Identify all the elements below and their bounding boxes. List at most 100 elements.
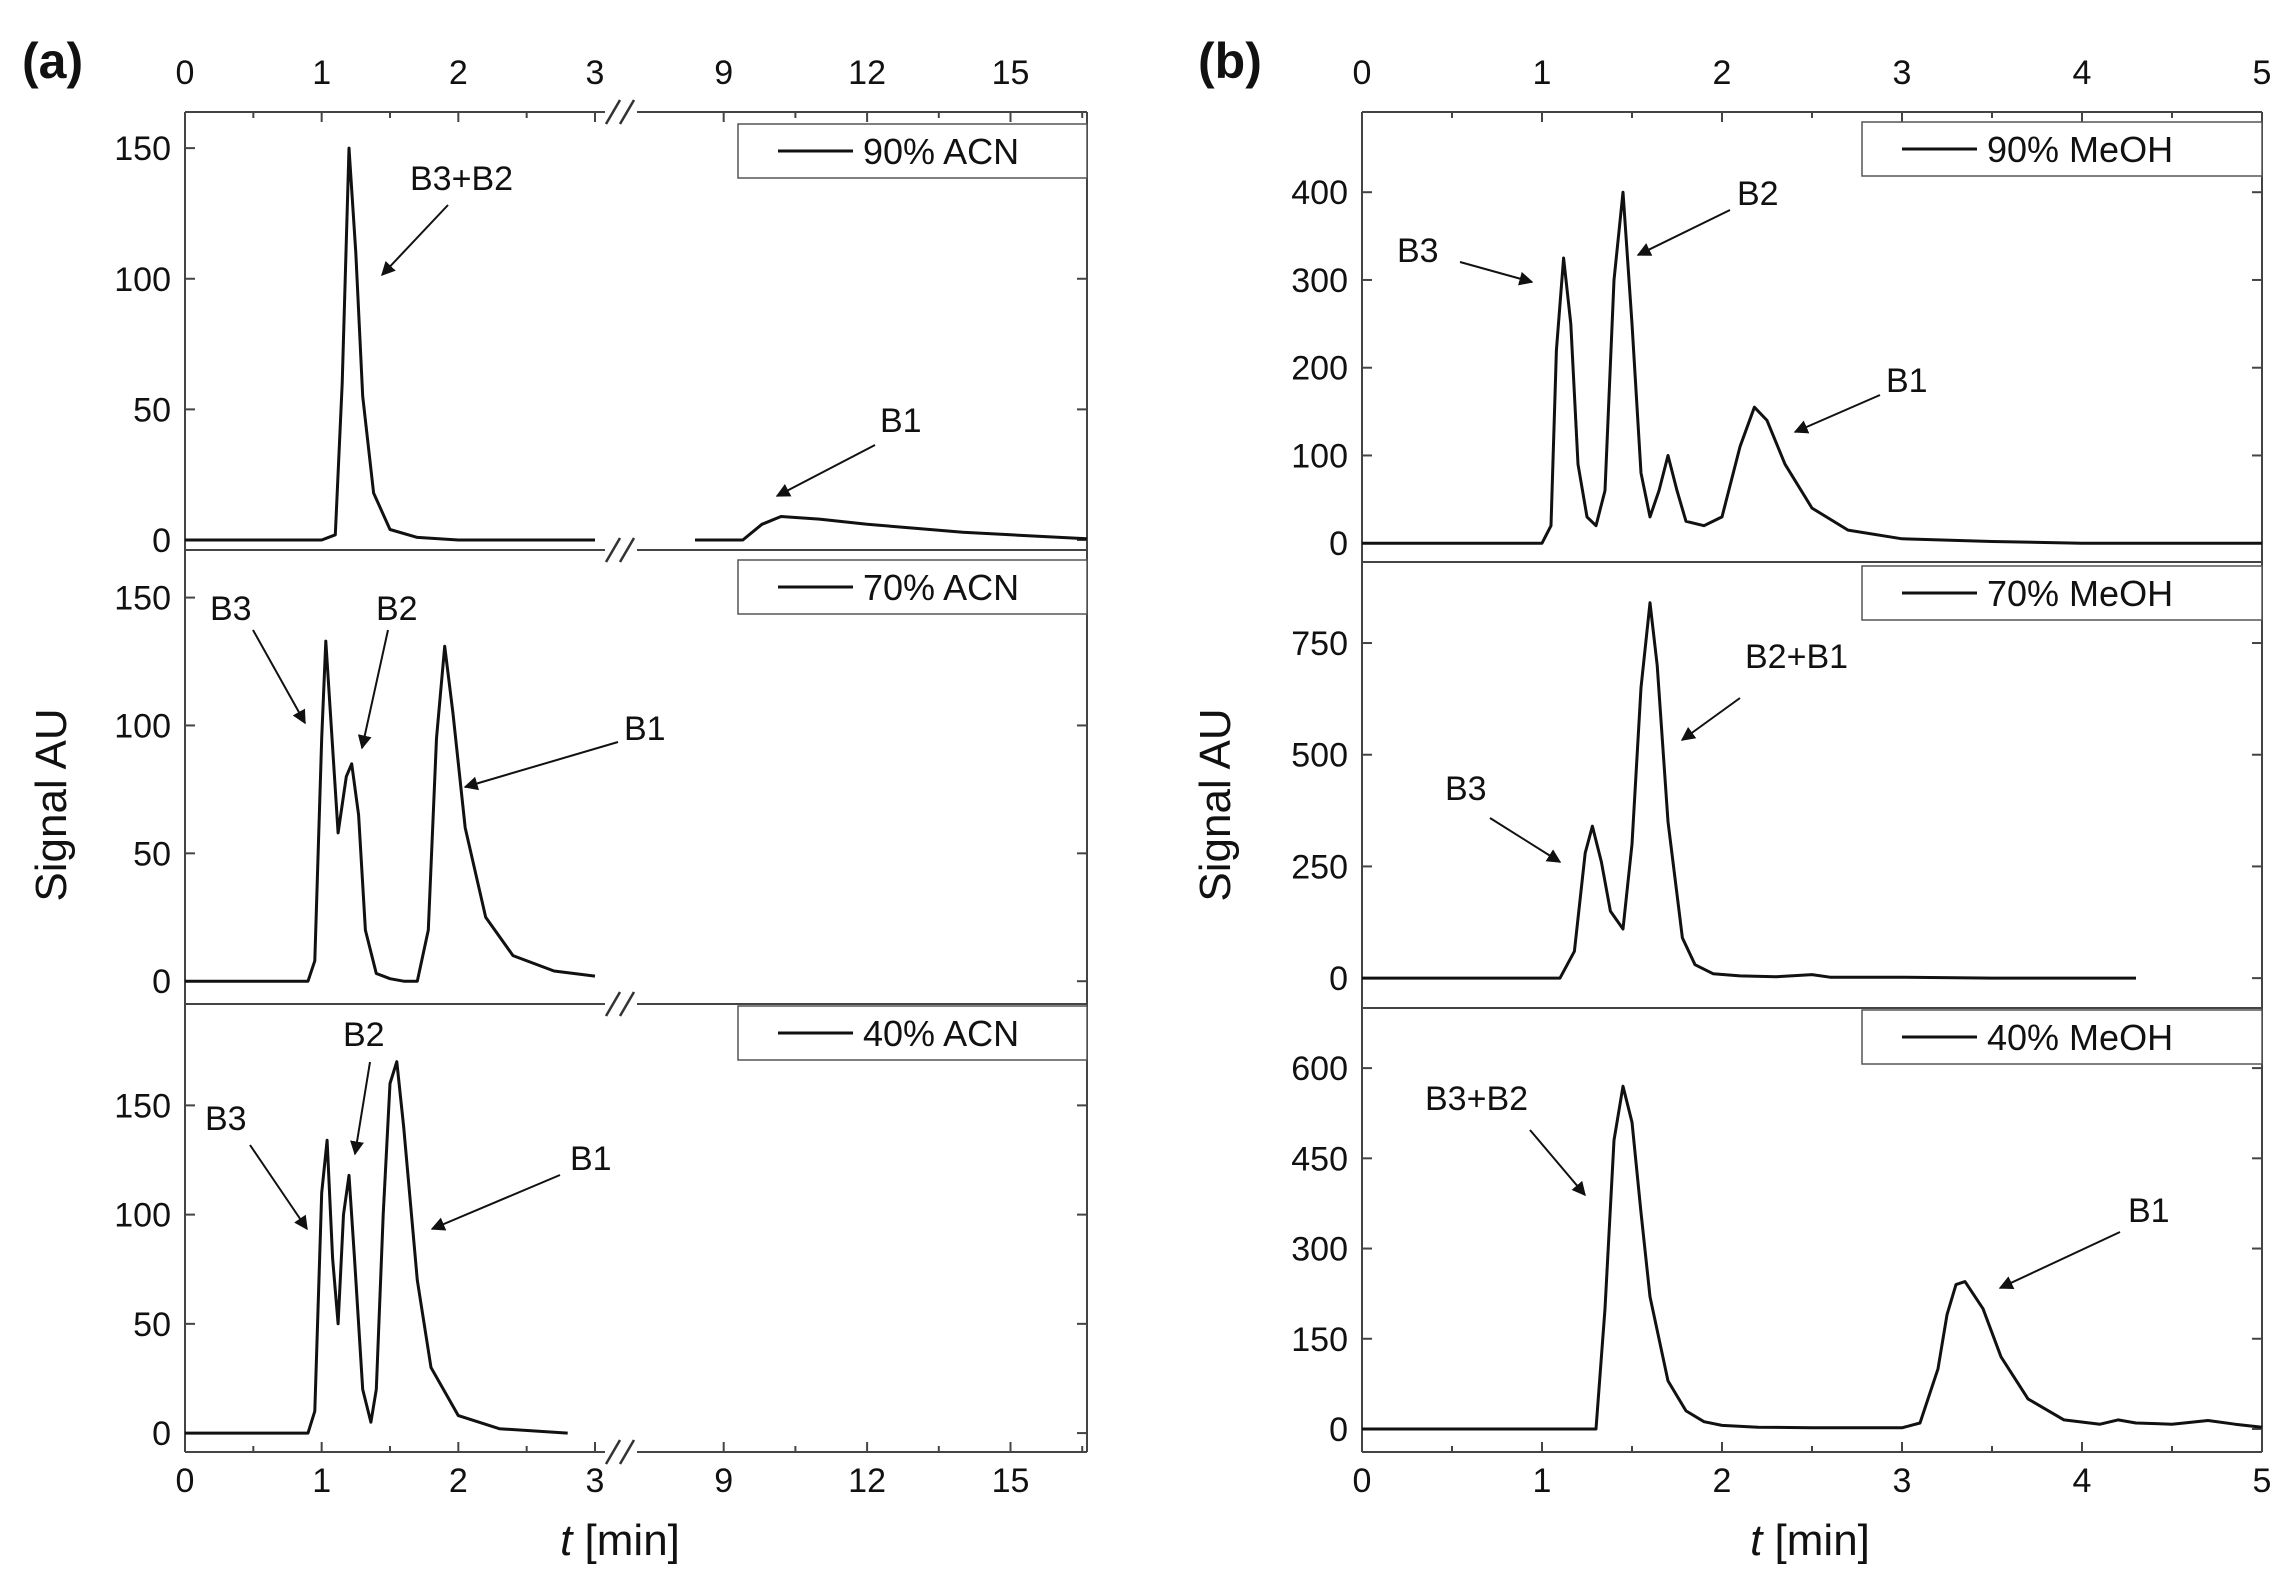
- undefined-arrow: [1636, 209, 1731, 256]
- panel-a-xtick-label-bottom: 9: [714, 1462, 733, 1500]
- panel-a-ytick-label: 50: [133, 835, 171, 873]
- panel-b-series-line: [1362, 190, 2262, 545]
- panel-a-ytick-label: 100: [114, 261, 171, 299]
- panel-b-ytick-label: 300: [1291, 1231, 1348, 1269]
- panel-b-xtick-label-top: 3: [1893, 54, 1912, 92]
- axis-break-slash: [604, 537, 622, 563]
- panel-a-xtick-label-top: 2: [449, 54, 468, 92]
- undefined-text: B2+B1: [1745, 638, 1848, 676]
- panel-a-ytick-label: 50: [133, 391, 171, 429]
- axis-break-slash: [618, 1439, 636, 1465]
- panel-b-ytick-label: 0: [1329, 960, 1348, 998]
- panel-b-xtick-label-bottom: 5: [2253, 1462, 2272, 1500]
- panel-a-ytick-label: 150: [114, 130, 171, 168]
- false-arrow: [249, 1144, 308, 1231]
- panel-b-ytick-label: 200: [1291, 350, 1348, 388]
- panel-a-xtick-label-bottom: 1: [312, 1462, 331, 1500]
- panel-b-series-line: [1362, 1084, 2263, 1431]
- panel-a-xtick-label-bottom: 2: [449, 1462, 468, 1500]
- panel-a-ytick-label: 0: [152, 963, 171, 1001]
- panel-a-ytick-label: 150: [114, 580, 171, 618]
- panel-b-ytick-label: 400: [1291, 174, 1348, 212]
- panel-b-xtick-label-top: 5: [2253, 54, 2272, 92]
- panel-a-series-line: [695, 515, 1088, 542]
- panel-a-ytick-label: 50: [133, 1306, 171, 1344]
- undefined-text: B3+B2: [410, 160, 513, 198]
- axis-break-slash: [618, 537, 636, 563]
- panel-a-xlabel-var: t: [560, 1516, 574, 1565]
- panel-a-xlabel: t [min]: [560, 1516, 680, 1565]
- panel-b-legend-3-label: 40% MeOH: [1987, 1017, 2173, 1058]
- panel-b-xtick-label-bottom: 3: [1893, 1462, 1912, 1500]
- panel-a-xtick-label-bottom: 0: [176, 1462, 195, 1500]
- undefined-arrow: [463, 741, 619, 791]
- panel-b-legend-2-box: [1861, 565, 2263, 621]
- undefined-text: B3+B2: [1425, 1080, 1528, 1118]
- panel-b-series-line: [1362, 601, 2136, 980]
- panel-a-xtick-label-bottom: 3: [586, 1462, 605, 1500]
- undefined-arrow: [1680, 697, 1741, 741]
- true-text: B2: [343, 1016, 385, 1054]
- true-text: B2: [376, 590, 418, 628]
- panel-b-xlabel-var: t: [1750, 1516, 1764, 1565]
- undefined-arrow: [1793, 394, 1881, 434]
- panel-b-xtick-label-bottom: 2: [1713, 1462, 1732, 1500]
- panel-a-ytick-label: 0: [152, 522, 171, 560]
- undefined-arrow: [1489, 817, 1562, 863]
- panel-b-legend-1-box: [1861, 121, 2263, 177]
- undefined-text: B1: [570, 1140, 612, 1178]
- false-arrow: [252, 629, 306, 725]
- panel-b-ytick-label: 500: [1291, 737, 1348, 775]
- panel-b-xtick-label-top: 1: [1533, 54, 1552, 92]
- undefined-arrow: [381, 204, 449, 277]
- panel-b-xtick-label-top: 2: [1713, 54, 1732, 92]
- panel-a-legend-3-label: 40% ACN: [863, 1013, 1019, 1054]
- panel-b-ytick-label: 100: [1291, 437, 1348, 475]
- panel-a-series-line: [185, 639, 596, 983]
- panel-a-ytick-label: 100: [114, 1197, 171, 1235]
- panel-a-xtick-label-top: 15: [992, 54, 1030, 92]
- panel-a-xtick-label-bottom: 12: [848, 1462, 886, 1500]
- panel-b-ytick-label: 600: [1291, 1050, 1348, 1088]
- panel-a-ylabel: Signal AU: [27, 708, 76, 901]
- undefined-text: B1: [624, 710, 666, 748]
- panel-b-ytick-label: 450: [1291, 1140, 1348, 1178]
- undefined-text: B1: [880, 402, 922, 440]
- panel-b-ytick-label: 150: [1291, 1321, 1348, 1359]
- panel-b-xtick-label-top: 4: [2073, 54, 2092, 92]
- true-arrow: [1459, 261, 1534, 286]
- axis-break-slash: [604, 991, 622, 1017]
- false-text: B3: [210, 590, 252, 628]
- panel-a-xtick-label-top: 0: [176, 54, 195, 92]
- undefined-arrow: [775, 444, 876, 497]
- undefined-text: B1: [2128, 1192, 2170, 1230]
- panel-a-xtick-label-bottom: 15: [992, 1462, 1030, 1500]
- undefined-text: B3: [1445, 770, 1487, 808]
- panel-b-legend-2-label: 70% MeOH: [1987, 573, 2173, 614]
- undefined-text: B2: [1737, 175, 1779, 213]
- panel-a-series-line: [185, 1060, 568, 1435]
- panel-b-xlabel-unit: [min]: [1762, 1516, 1870, 1565]
- panel-b-xtick-label-bottom: 4: [2073, 1462, 2092, 1500]
- panel-b-ytick-label: 750: [1291, 625, 1348, 663]
- true-text: B3: [1397, 232, 1439, 270]
- panel-b-xtick-label-bottom: 1: [1533, 1462, 1552, 1500]
- panel-a-xlabel-unit: [min]: [572, 1516, 680, 1565]
- true-arrow: [357, 629, 389, 750]
- panel-a-legend-2-label: 70% ACN: [863, 567, 1019, 608]
- undefined-arrow: [1998, 1231, 2121, 1290]
- panel-b-ytick-label: 0: [1329, 525, 1348, 563]
- panel-b-xtick-label-top: 0: [1353, 54, 1372, 92]
- panel-a-xtick-label-top: 3: [586, 54, 605, 92]
- panel-b-ytick-label: 300: [1291, 262, 1348, 300]
- panel-a-xtick-label-top: 9: [714, 54, 733, 92]
- panel-b-ytick-label: 250: [1291, 848, 1348, 886]
- panel-b-xtick-label-bottom: 0: [1353, 1462, 1372, 1500]
- undefined-text: B1: [1886, 362, 1928, 400]
- panel-a-xtick-label-top: 12: [848, 54, 886, 92]
- panel-b-letter: (b): [1198, 33, 1262, 89]
- panel-b-xlabel: t [min]: [1750, 1516, 1870, 1565]
- false-text: B3: [205, 1100, 247, 1138]
